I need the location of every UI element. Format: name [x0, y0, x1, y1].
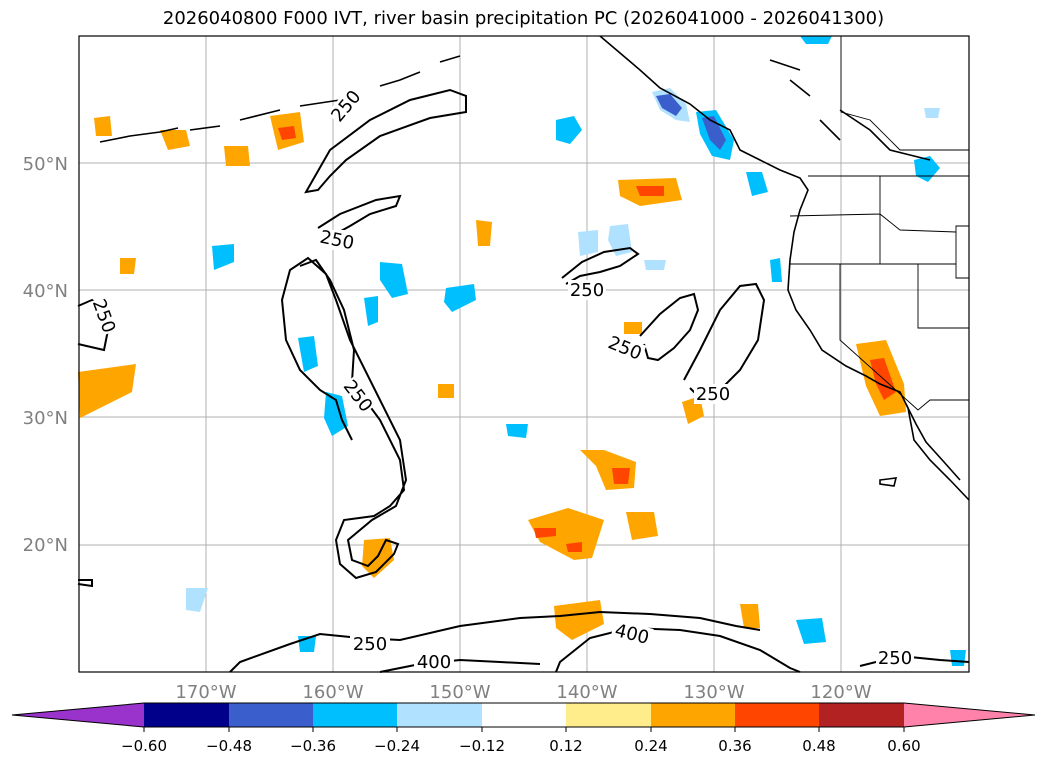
- contour-label: 250: [353, 634, 387, 655]
- colorbar-segment: [651, 703, 735, 727]
- colorbar-segment: [313, 703, 397, 727]
- neg-anomaly-cell: [186, 588, 208, 612]
- neg-anomaly-cell: [444, 284, 476, 312]
- neg-anomaly-cell: [578, 230, 598, 256]
- neg-anomaly-cell: [324, 392, 348, 436]
- colorbar-tick: 0.48: [802, 737, 835, 755]
- map-background: [79, 36, 969, 672]
- precip-anomaly-fills: [78, 36, 966, 666]
- colorbar-tick: 0.12: [549, 737, 582, 755]
- pos-anomaly-cell: [438, 384, 454, 398]
- pos-anomaly-cell: [612, 468, 630, 484]
- lat-label-40n: 40°N: [23, 281, 68, 302]
- pos-anomaly-cell: [566, 542, 582, 552]
- coastlines: [99, 35, 970, 501]
- map-title: 2026040800 F000 IVT, river basin precipi…: [162, 8, 885, 29]
- colorbar-segment: [819, 703, 904, 727]
- colorbar: −0.60 −0.48 −0.36 −0.24 −0.12 0.12 0.24 …: [11, 702, 1036, 755]
- ivt-contour-250: [77, 579, 93, 588]
- lat-label-30n: 30°N: [23, 408, 68, 429]
- neg-anomaly-cell: [556, 116, 582, 144]
- pos-anomaly-cell: [476, 220, 492, 246]
- lon-label-140w: 140°W: [556, 682, 617, 703]
- north-america-coastline: [599, 35, 970, 501]
- neg-anomaly-cell: [380, 262, 408, 298]
- lon-label-160w: 160°W: [302, 682, 363, 703]
- pos-anomaly-cell: [120, 258, 136, 274]
- pos-anomaly-cell: [534, 528, 556, 538]
- contour-label: 250: [696, 384, 730, 405]
- pos-anomaly-cell: [160, 130, 190, 150]
- neg-anomaly-cell: [924, 108, 940, 118]
- pos-anomaly-cell: [636, 186, 664, 196]
- lon-label-130w: 130°W: [683, 682, 744, 703]
- colorbar-tick: −0.12: [459, 737, 505, 755]
- colorbar-segment: [229, 703, 313, 727]
- ivt-contour-250: [304, 88, 467, 194]
- neg-anomaly-cell: [950, 650, 966, 666]
- ivt-contour-250: [561, 246, 640, 285]
- coast-islands: [769, 59, 931, 161]
- neg-anomaly-cell: [800, 36, 832, 44]
- ivt-contours: [77, 88, 970, 673]
- neg-anomaly-cell: [914, 156, 940, 182]
- pos-anomaly-cell: [528, 508, 604, 560]
- contour-label: 250: [570, 280, 604, 301]
- colorbar-tick: 0.60: [887, 737, 920, 755]
- lon-label-120w: 120°W: [810, 682, 871, 703]
- border-bc-ab: [840, 36, 969, 151]
- pos-anomaly-cell: [624, 322, 642, 334]
- neg-anomaly-cell: [298, 336, 318, 372]
- colorbar-segment: [735, 703, 819, 727]
- pos-anomaly-cell: [94, 116, 112, 136]
- pos-anomaly-cell: [740, 604, 760, 628]
- colorbar-segment: [566, 703, 651, 727]
- neg-anomaly-cell: [364, 296, 378, 326]
- neg-anomaly-cell: [796, 618, 826, 644]
- neg-anomaly-cell: [644, 260, 666, 270]
- neg-anomaly-cell: [656, 94, 682, 116]
- lat-label-50n: 50°N: [23, 154, 68, 175]
- contour-label: 250: [878, 648, 912, 669]
- ivt-contour-250: [317, 194, 402, 237]
- colorbar-segment: [482, 703, 566, 727]
- contour-label: 400: [417, 652, 451, 673]
- neg-anomaly-cell: [770, 258, 782, 282]
- colorbar-segment: [144, 703, 229, 727]
- longitude-labels: 170°W 160°W 150°W 140°W 130°W 120°W: [175, 682, 871, 703]
- colorbar-segment: [397, 703, 482, 727]
- pos-anomaly-cell: [554, 600, 604, 640]
- pos-anomaly-cell: [224, 146, 250, 166]
- colorbar-extend-low: [12, 703, 144, 727]
- aleutian-coastline: [99, 55, 461, 143]
- neg-anomaly-cell: [746, 172, 768, 196]
- colorbar-tick: −0.60: [121, 737, 167, 755]
- pos-anomaly-cell: [78, 364, 136, 418]
- neg-anomaly-cell: [212, 244, 234, 270]
- pos-anomaly-cell: [278, 126, 296, 140]
- baja-coastline: [905, 403, 961, 481]
- neg-anomaly-cell: [506, 424, 528, 438]
- pos-anomaly-cell: [362, 538, 394, 578]
- ivt-contour-400: [379, 626, 801, 673]
- island: [879, 477, 898, 487]
- colorbar-tick: −0.48: [206, 737, 252, 755]
- latitude-labels: 50°N 40°N 30°N 20°N: [23, 154, 68, 556]
- colorbar-tick: 0.36: [718, 737, 751, 755]
- colorbar-tick: 0.24: [634, 737, 667, 755]
- neg-anomaly-cell: [702, 116, 726, 150]
- us-state-borders: [789, 176, 969, 411]
- ivt-contour-250: [639, 292, 700, 362]
- state-borders: [789, 36, 970, 411]
- pos-anomaly-cell: [626, 512, 658, 540]
- map-frame: [78, 35, 970, 673]
- ivt-contour-250: [280, 256, 408, 580]
- colorbar-extend-high: [904, 703, 1035, 727]
- colorbar-tick: −0.24: [374, 737, 420, 755]
- colorbar-tick: −0.36: [290, 737, 336, 755]
- lat-label-20n: 20°N: [23, 535, 68, 556]
- lon-label-150w: 150°W: [429, 682, 490, 703]
- lon-label-170w: 170°W: [175, 682, 236, 703]
